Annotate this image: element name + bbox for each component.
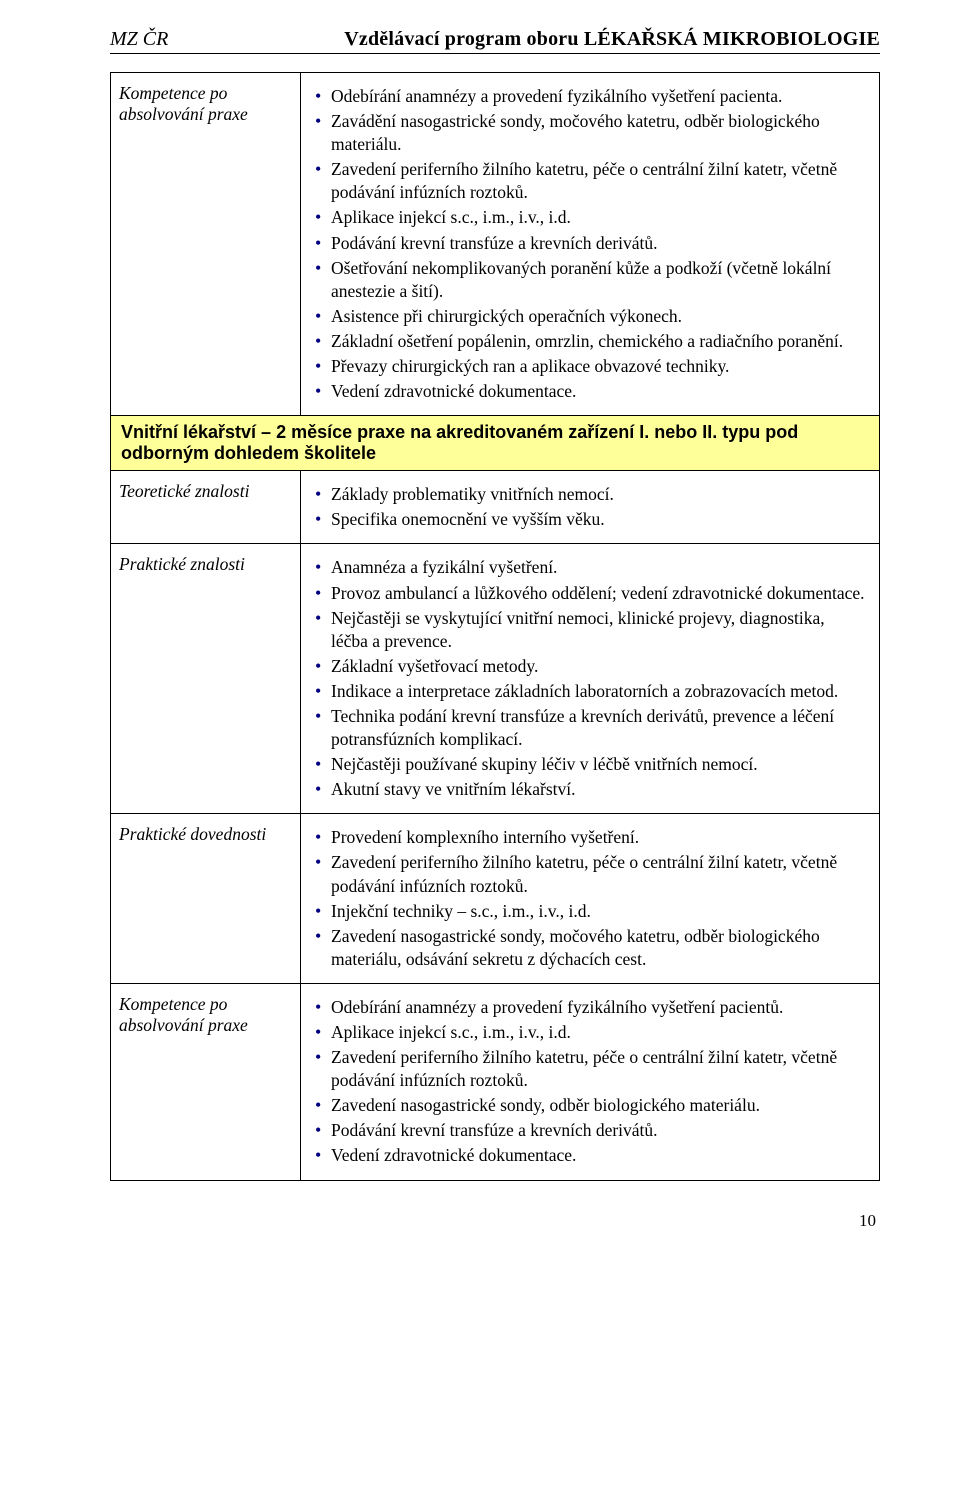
list-item: Nejčastěji se vyskytující vnitřní nemoci… (311, 607, 865, 653)
list-item: Vedení zdravotnické dokumentace. (311, 1144, 865, 1167)
table-row: Teoretické znalosti Základy problematiky… (111, 471, 880, 544)
list-item: Indikace a interpretace základních labor… (311, 680, 865, 703)
row-label: Praktické znalosti (111, 544, 301, 814)
row-label: Teoretické znalosti (111, 471, 301, 544)
curriculum-table: Kompetence po absolvování praxe Odebírán… (110, 72, 880, 1181)
page-number: 10 (110, 1211, 880, 1231)
list-item: Nejčastěji používané skupiny léčiv v léč… (311, 753, 865, 776)
bullet-list: Odebírání anamnézy a provedení fyzikální… (311, 85, 865, 403)
list-item: Zavedení periferního žilního katetru, pé… (311, 158, 865, 204)
row-label: Kompetence po absolvování praxe (111, 73, 301, 416)
row-content: Základy problematiky vnitřních nemocí. S… (301, 471, 880, 544)
list-item: Základy problematiky vnitřních nemocí. (311, 483, 865, 506)
list-item: Podávání krevní transfúze a krevních der… (311, 232, 865, 255)
section-header-row: Vnitřní lékařství – 2 měsíce praxe na ak… (111, 416, 880, 471)
row-label: Praktické dovednosti (111, 814, 301, 984)
list-item: Zavedení periferního žilního katetru, pé… (311, 1046, 865, 1092)
bullet-list: Odebírání anamnézy a provedení fyzikální… (311, 996, 865, 1168)
table-row: Kompetence po absolvování praxe Odebírán… (111, 983, 880, 1180)
list-item: Specifika onemocnění ve vyšším věku. (311, 508, 865, 531)
list-item: Převazy chirurgických ran a aplikace obv… (311, 355, 865, 378)
page: MZ ČR Vzdělávací program oboru LÉKAŘSKÁ … (0, 0, 960, 1271)
list-item: Technika podání krevní transfúze a krevn… (311, 705, 865, 751)
list-item: Aplikace injekcí s.c., i.m., i.v., i.d. (311, 1021, 865, 1044)
section-header: Vnitřní lékařství – 2 měsíce praxe na ak… (111, 416, 880, 471)
list-item: Provedení komplexního interního vyšetřen… (311, 826, 865, 849)
list-item: Zavedení nasogastrické sondy, odběr biol… (311, 1094, 865, 1117)
list-item: Odebírání anamnézy a provedení fyzikální… (311, 996, 865, 1019)
list-item: Podávání krevní transfúze a krevních der… (311, 1119, 865, 1142)
list-item: Základní vyšetřovací metody. (311, 655, 865, 678)
list-item: Aplikace injekcí s.c., i.m., i.v., i.d. (311, 206, 865, 229)
row-content: Anamnéza a fyzikální vyšetření. Provoz a… (301, 544, 880, 814)
list-item: Provoz ambulancí a lůžkového oddělení; v… (311, 582, 865, 605)
row-content: Odebírání anamnézy a provedení fyzikální… (301, 73, 880, 416)
page-header: MZ ČR Vzdělávací program oboru LÉKAŘSKÁ … (110, 28, 880, 54)
list-item: Zavádění nasogastrické sondy, močového k… (311, 110, 865, 156)
list-item: Ošetřování nekomplikovaných poranění kůž… (311, 257, 865, 303)
list-item: Zavedení periferního žilního katetru, pé… (311, 851, 865, 897)
table-row: Praktické znalosti Anamnéza a fyzikální … (111, 544, 880, 814)
list-item: Odebírání anamnézy a provedení fyzikální… (311, 85, 865, 108)
list-item: Vedení zdravotnické dokumentace. (311, 380, 865, 403)
bullet-list: Základy problematiky vnitřních nemocí. S… (311, 483, 865, 531)
row-content: Odebírání anamnézy a provedení fyzikální… (301, 983, 880, 1180)
list-item: Anamnéza a fyzikální vyšetření. (311, 556, 865, 579)
header-ministry: MZ ČR (110, 28, 168, 51)
bullet-list: Provedení komplexního interního vyšetřen… (311, 826, 865, 971)
header-title: Vzdělávací program oboru LÉKAŘSKÁ MIKROB… (344, 28, 880, 51)
bullet-list: Anamnéza a fyzikální vyšetření. Provoz a… (311, 556, 865, 801)
list-item: Zavedení nasogastrické sondy, močového k… (311, 925, 865, 971)
list-item: Injekční techniky – s.c., i.m., i.v., i.… (311, 900, 865, 923)
list-item: Základní ošetření popálenin, omrzlin, ch… (311, 330, 865, 353)
list-item: Akutní stavy ve vnitřním lékařství. (311, 778, 865, 801)
row-content: Provedení komplexního interního vyšetřen… (301, 814, 880, 984)
list-item: Asistence při chirurgických operačních v… (311, 305, 865, 328)
row-label: Kompetence po absolvování praxe (111, 983, 301, 1180)
table-row: Praktické dovednosti Provedení komplexní… (111, 814, 880, 984)
table-row: Kompetence po absolvování praxe Odebírán… (111, 73, 880, 416)
